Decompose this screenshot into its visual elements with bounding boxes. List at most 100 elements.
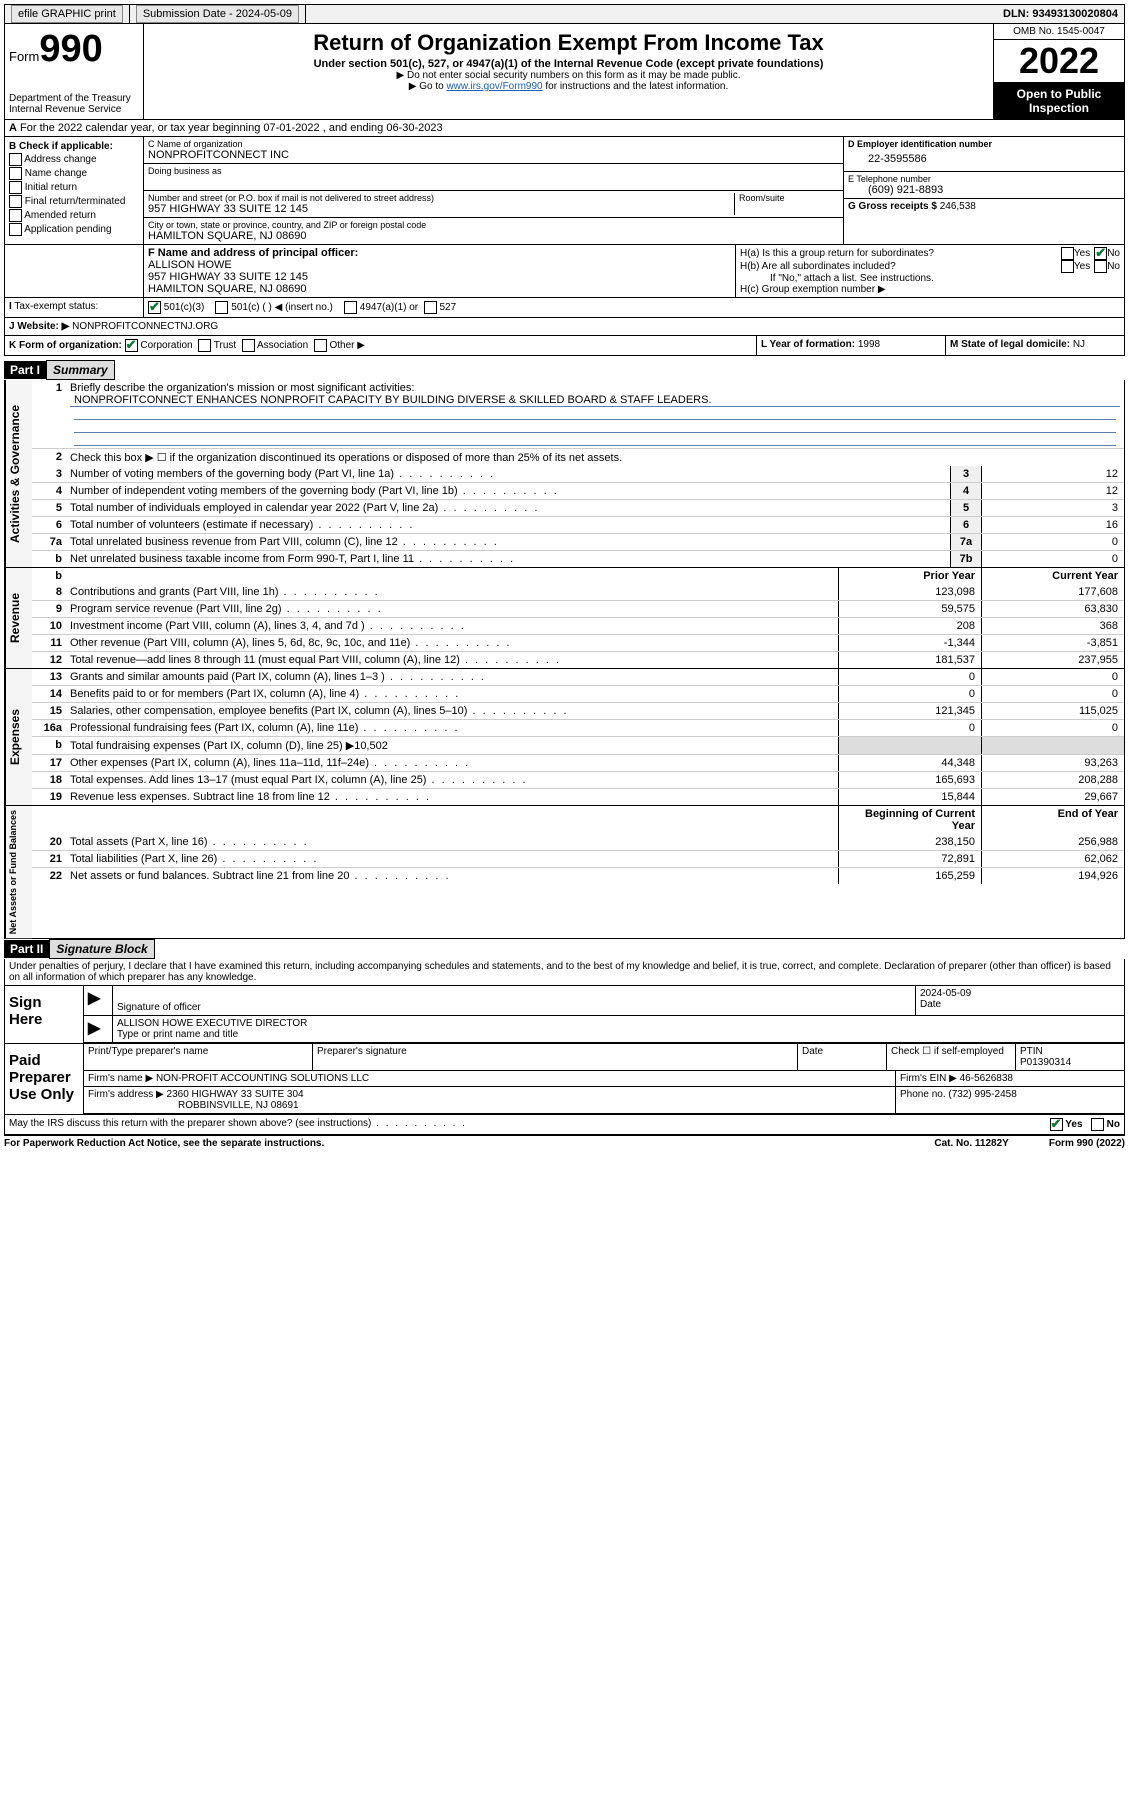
- netassets-vlabel: Net Assets or Fund Balances: [5, 806, 32, 938]
- trust-checkbox[interactable]: [198, 339, 211, 352]
- sig-arrow-icon: ▶: [84, 986, 113, 1015]
- current-year-header: Current Year: [981, 568, 1124, 584]
- prior-value: 123,098: [838, 584, 981, 600]
- line-desc: Salaries, other compensation, employee b…: [70, 705, 467, 717]
- ein-label: D Employer identification number: [848, 139, 992, 149]
- line-desc: Total expenses. Add lines 13–17 (must eq…: [70, 774, 426, 786]
- form-header: Form990 Department of the Treasury Inter…: [4, 24, 1125, 120]
- discuss-row: May the IRS discuss this return with the…: [4, 1115, 1125, 1135]
- hb-note: If "No," attach a list. See instructions…: [740, 273, 1120, 284]
- ha-no-checkbox[interactable]: [1094, 247, 1107, 260]
- dept-label: Department of the Treasury: [9, 93, 139, 104]
- prior-value: 44,348: [838, 755, 981, 771]
- addr-change-checkbox[interactable]: [9, 153, 22, 166]
- line-desc: Other revenue (Part VIII, column (A), li…: [70, 637, 410, 649]
- 501c-checkbox[interactable]: [215, 301, 228, 314]
- current-value: 63,830: [981, 601, 1124, 617]
- street-label: Number and street (or P.O. box if mail i…: [148, 193, 734, 203]
- current-value: 237,955: [981, 652, 1124, 668]
- line-desc: Total liabilities (Part X, line 26): [70, 853, 217, 865]
- line-desc: Number of independent voting members of …: [70, 485, 458, 497]
- current-value: 115,025: [981, 703, 1124, 719]
- other-checkbox[interactable]: [314, 339, 327, 352]
- name-change-checkbox[interactable]: [9, 167, 22, 180]
- officer-addr1: 957 HIGHWAY 33 SUITE 12 145: [148, 271, 731, 283]
- current-value: 177,608: [981, 584, 1124, 600]
- current-value: 0: [981, 686, 1124, 702]
- line-desc: Benefits paid to or for members (Part IX…: [70, 688, 359, 700]
- part2-title: Signature Block: [49, 939, 154, 959]
- firm-ein: 46-5626838: [960, 1073, 1013, 1084]
- line-value: 3: [981, 500, 1124, 516]
- end-value: 62,062: [981, 851, 1124, 867]
- current-value: 208,288: [981, 772, 1124, 788]
- website-value: NONPROFITCONNECTNJ.ORG: [72, 321, 218, 332]
- gross-receipts-label: G Gross receipts $: [848, 201, 937, 212]
- 501c3-checkbox[interactable]: [148, 301, 161, 314]
- check-applicable-box: B Check if applicable: Address change Na…: [5, 137, 144, 244]
- line-desc: Professional fundraising fees (Part IX, …: [70, 722, 358, 734]
- sig-date: 2024-05-09: [920, 988, 971, 999]
- state-domicile: NJ: [1073, 339, 1085, 350]
- prior-value: 165,693: [838, 772, 981, 788]
- officer-name: ALLISON HOWE: [148, 259, 731, 271]
- hb-no-checkbox[interactable]: [1094, 260, 1107, 273]
- firm-addr: 2360 HIGHWAY 33 SUITE 304: [167, 1089, 304, 1100]
- begin-value: 72,891: [838, 851, 981, 867]
- sign-here-label: Sign Here: [5, 986, 83, 1043]
- application-pending-checkbox[interactable]: [9, 223, 22, 236]
- begin-value: 238,150: [838, 834, 981, 850]
- irs-form990-link[interactable]: www.irs.gov/Form990: [446, 81, 542, 92]
- 527-checkbox[interactable]: [424, 301, 437, 314]
- prior-value: 0: [838, 686, 981, 702]
- line-value: 0: [981, 534, 1124, 550]
- final-return-checkbox[interactable]: [9, 195, 22, 208]
- line-desc: Total assets (Part X, line 16): [70, 836, 208, 848]
- officer-addr2: HAMILTON SQUARE, NJ 08690: [148, 283, 731, 295]
- prior-value: 59,575: [838, 601, 981, 617]
- corp-checkbox[interactable]: [125, 339, 138, 352]
- city-value: HAMILTON SQUARE, NJ 08690: [148, 230, 839, 242]
- part2-header: Part II: [4, 940, 49, 958]
- org-info-grid: B Check if applicable: Address change Na…: [4, 137, 1125, 245]
- ha-yes-checkbox[interactable]: [1061, 247, 1074, 260]
- line-box: 4: [950, 483, 981, 499]
- discuss-no-checkbox[interactable]: [1091, 1118, 1104, 1131]
- current-value: 29,667: [981, 789, 1124, 805]
- part1-header: Part I: [4, 361, 46, 379]
- discuss-yes-checkbox[interactable]: [1050, 1118, 1063, 1131]
- ptin-value: P01390314: [1020, 1057, 1071, 1068]
- amended-return-checkbox[interactable]: [9, 209, 22, 222]
- paperwork-notice: For Paperwork Reduction Act Notice, see …: [4, 1138, 324, 1149]
- line-box: 7a: [950, 534, 981, 550]
- ssn-note: ▶ Do not enter social security numbers o…: [148, 70, 989, 81]
- 4947-checkbox[interactable]: [344, 301, 357, 314]
- penalty-statement: Under penalties of perjury, I declare th…: [4, 959, 1125, 986]
- hb-yes-checkbox[interactable]: [1061, 260, 1074, 273]
- efile-button[interactable]: efile GRAPHIC print: [11, 5, 123, 23]
- line-box: 6: [950, 517, 981, 533]
- paid-preparer-label: Paid Preparer Use Only: [5, 1044, 83, 1114]
- form-number: Form990: [9, 28, 139, 71]
- line-desc: Investment income (Part VIII, column (A)…: [70, 620, 365, 632]
- line-box: 5: [950, 500, 981, 516]
- org-name: NONPROFITCONNECT INC: [148, 149, 839, 161]
- line-value: 12: [981, 483, 1124, 499]
- line-box: 7b: [950, 551, 981, 567]
- line-desc: Total number of individuals employed in …: [70, 502, 438, 514]
- form-title: Return of Organization Exempt From Incom…: [148, 30, 989, 56]
- irs-label: Internal Revenue Service: [9, 104, 139, 115]
- part1-title: Summary: [46, 360, 115, 380]
- sign-here-block: Sign Here ▶ Signature of officer 2024-05…: [4, 986, 1125, 1044]
- submission-date-button[interactable]: Submission Date - 2024-05-09: [136, 5, 299, 23]
- prior-value: 181,537: [838, 652, 981, 668]
- officer-group-row: F Name and address of principal officer:…: [4, 245, 1125, 298]
- prior-value: 0: [838, 720, 981, 736]
- line-desc: Number of voting members of the governin…: [70, 468, 394, 480]
- initial-return-checkbox[interactable]: [9, 181, 22, 194]
- website-row: J Website: ▶ NONPROFITCONNECTNJ.ORG: [4, 318, 1125, 336]
- tax-exempt-row: I Tax-exempt status: 501(c)(3) 501(c) ( …: [4, 298, 1125, 318]
- prior-value: 208: [838, 618, 981, 634]
- street-value: 957 HIGHWAY 33 SUITE 12 145: [148, 203, 734, 215]
- assoc-checkbox[interactable]: [242, 339, 255, 352]
